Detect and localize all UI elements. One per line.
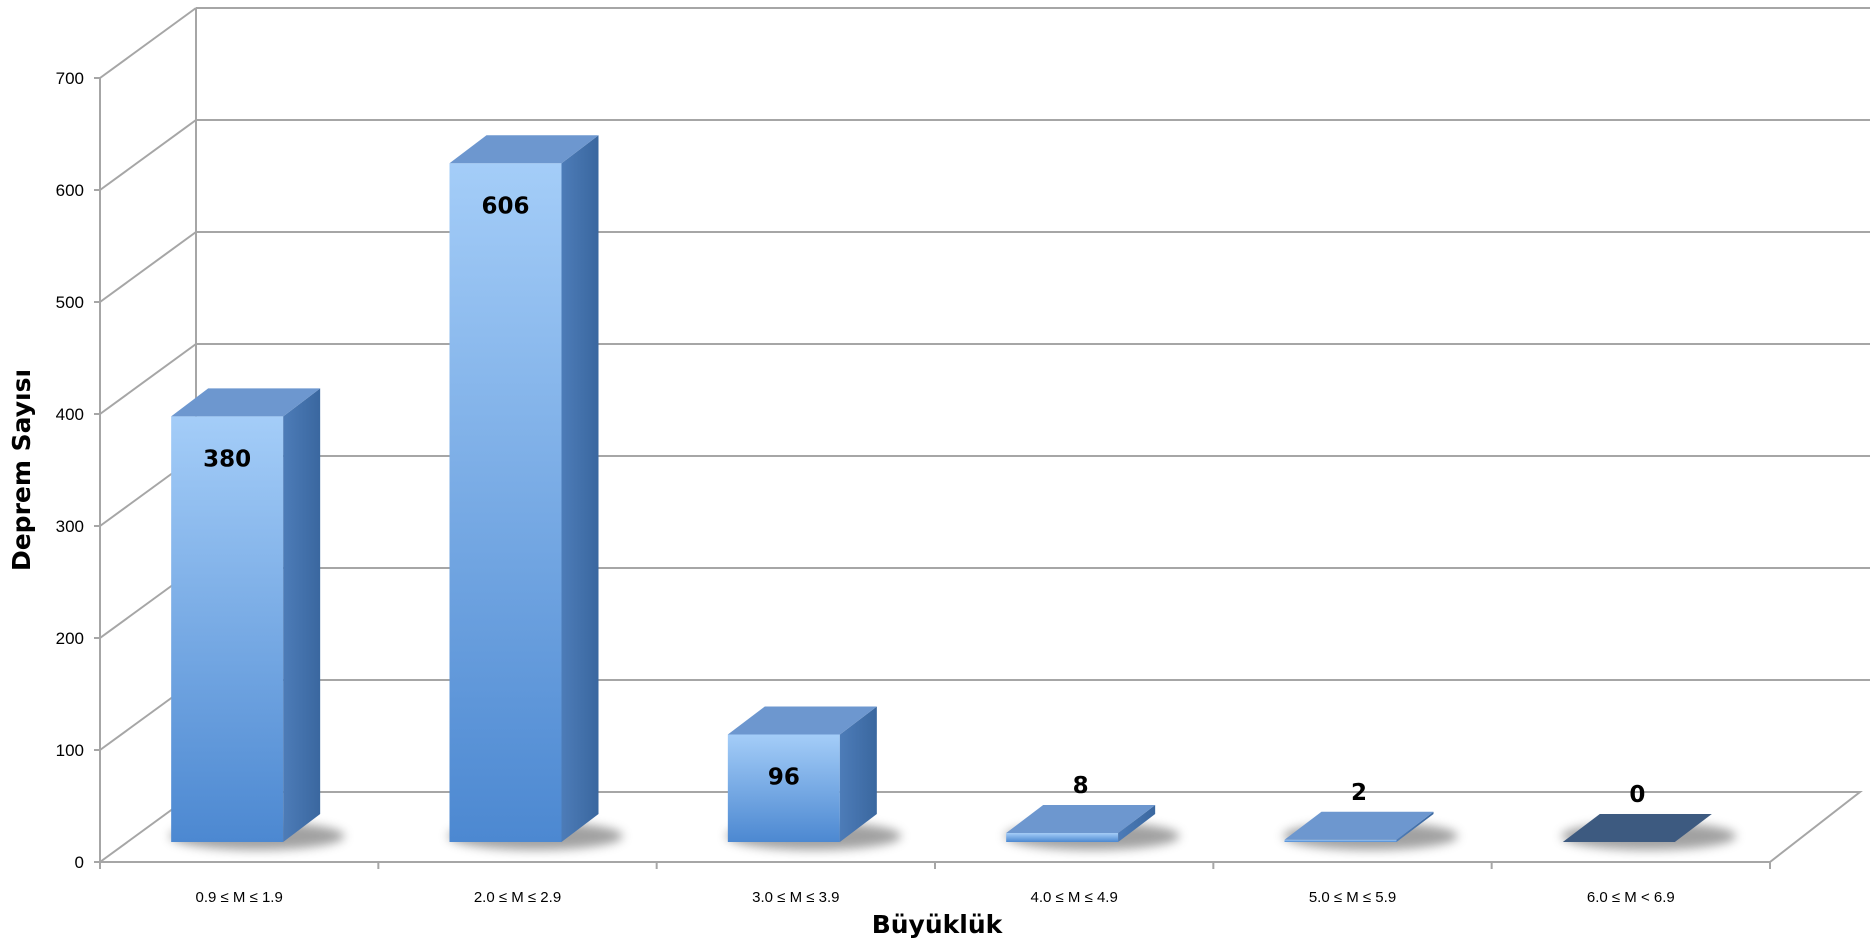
x-tick-label: 2.0 ≤ M ≤ 2.9 [474,889,561,906]
bar-side [561,135,599,842]
gridline-diagonal [99,343,197,415]
x-tick-label: 3.0 ≤ M ≤ 3.9 [752,889,839,906]
data-label: 2 [1351,780,1367,806]
data-label: 8 [1073,773,1089,799]
bar-front [1006,833,1119,842]
bar-front [727,734,840,842]
bar-front [171,416,284,842]
bar-side [839,706,877,842]
x-axis-title: Büyüklük [872,910,1004,939]
bar-front [449,163,562,842]
bar [726,706,902,850]
bar-side [1396,811,1434,842]
bar-top [1562,814,1712,842]
bar [448,135,623,850]
y-tick-label: 0 [75,853,84,872]
bar-side [1118,805,1156,842]
x-tick-label: 4.0 ≤ M ≤ 4.9 [1030,889,1117,906]
bar-side [283,388,321,842]
y-tick-label: 300 [56,517,84,536]
gridline-diagonal [99,7,197,79]
y-axis-title: Deprem Sayısı [7,369,36,571]
data-label: 96 [768,764,800,790]
bar [169,388,345,850]
bar-top [727,706,877,735]
y-tick-label: 500 [56,293,84,312]
data-label: 0 [1629,782,1645,808]
y-tick-label: 200 [56,629,84,648]
gridlines [99,7,1870,751]
x-tick-label: 6.0 ≤ M < 6.9 [1587,889,1675,906]
y-tick-label: 400 [56,405,84,424]
x-tick-label: 0.9 ≤ M ≤ 1.9 [195,889,282,906]
data-labels: 380 606 96 8 2 0 [203,193,1645,808]
y-tick-label: 100 [56,741,84,760]
y-tick-label: 600 [56,181,84,200]
bar-top [1284,811,1434,840]
gridline-diagonal [99,119,197,191]
bar-top [171,388,321,417]
bar-top [449,135,599,164]
data-label: 606 [481,193,529,219]
bar [1004,805,1180,850]
bar [1283,811,1458,850]
data-label: 380 [203,446,251,472]
axes: 0 100 200 300 400 500 600 700 0.9 ≤ M ≤ 1.9 2.0 ≤… [56,8,1863,906]
gridline-diagonal [99,231,197,303]
x-tick-label: 5.0 ≤ M ≤ 5.9 [1309,889,1396,906]
y-tick-label: 700 [56,69,84,88]
bar [1561,814,1737,850]
bar-front [1284,839,1397,842]
bar-top [1006,805,1156,834]
bars [169,135,1737,850]
